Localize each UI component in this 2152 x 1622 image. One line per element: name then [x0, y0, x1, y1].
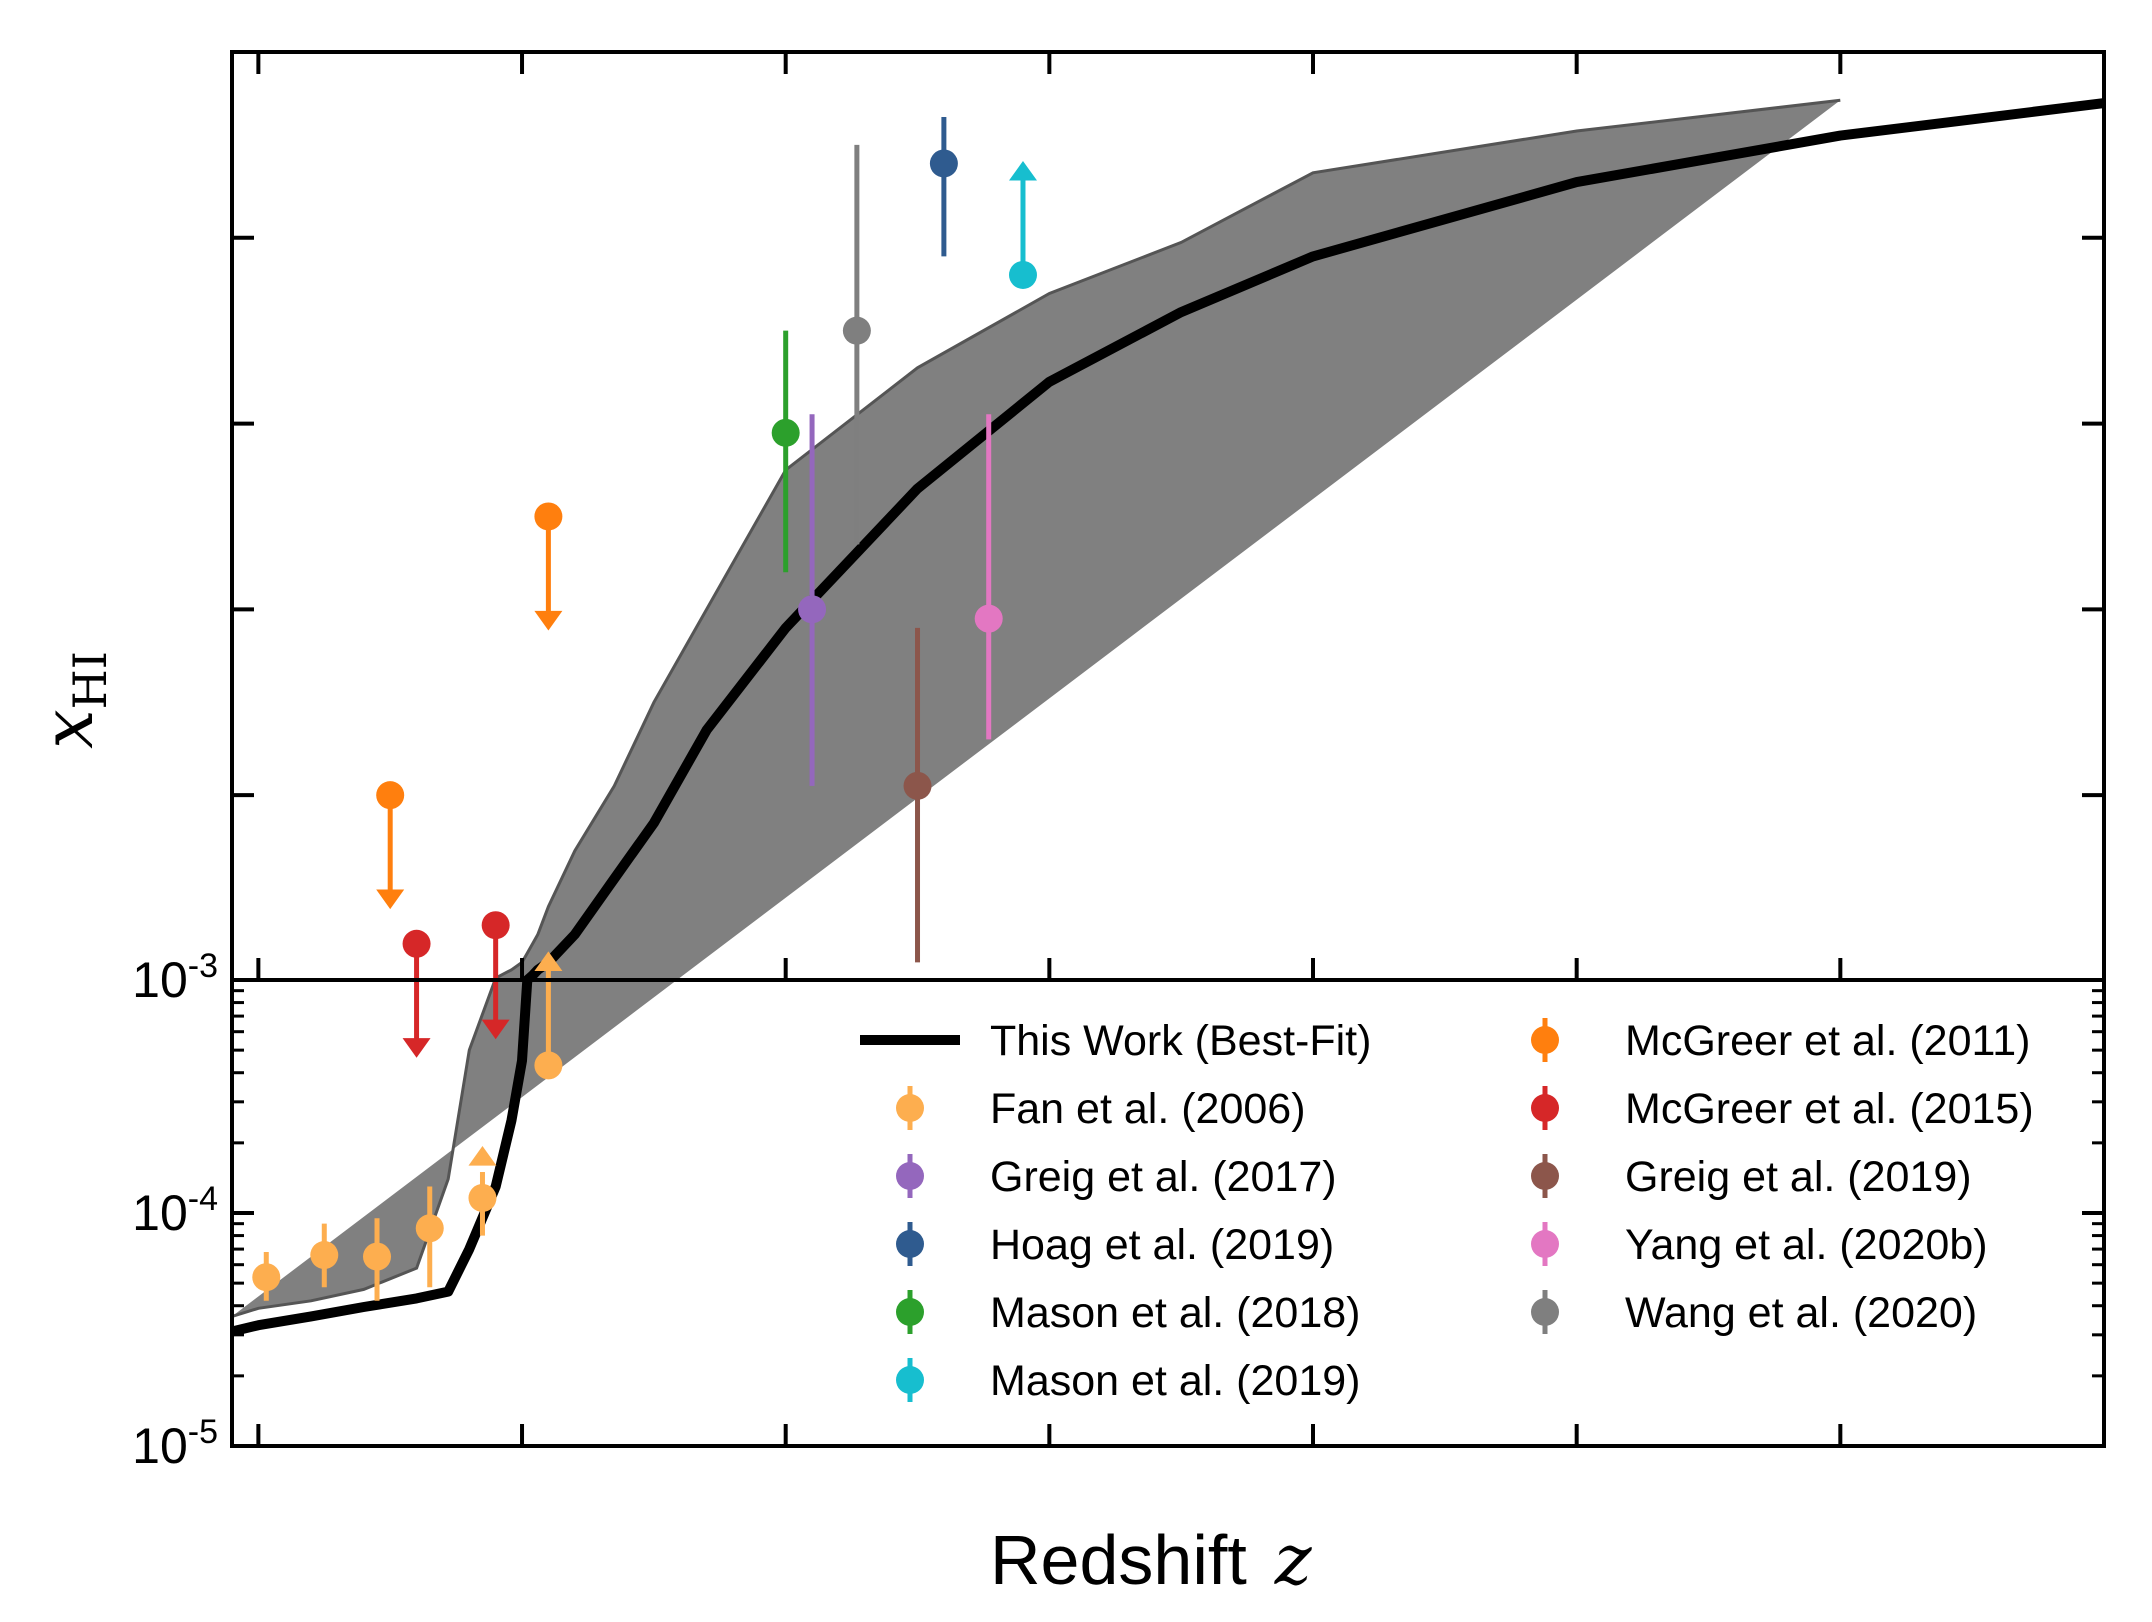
- plot-area: [232, 98, 2104, 1337]
- x-axis-label: Redshift: [990, 1521, 1247, 1599]
- y-log-tick-label: 10-5: [132, 1413, 218, 1474]
- legend-marker-swatch: [1531, 1162, 1559, 1190]
- legend-marker-swatch: [896, 1366, 924, 1394]
- data-point: [468, 1183, 497, 1212]
- axes: 10-510-410-3: [132, 50, 2106, 1474]
- data-point: [798, 595, 827, 624]
- series-4: [1008, 164, 1037, 289]
- legend-marker-swatch: [1531, 1230, 1559, 1258]
- legend-label: Greig et al. (2019): [1625, 1153, 1972, 1201]
- legend-marker-swatch: [896, 1298, 924, 1326]
- legend-entry: Mason et al. (2019): [896, 1357, 1360, 1405]
- data-point: [771, 418, 800, 447]
- y-log-tick-base: 10: [132, 1418, 188, 1474]
- legend-marker-swatch: [896, 1094, 924, 1122]
- data-point: [534, 502, 563, 531]
- y-log-tick-exponent: -5: [188, 1413, 218, 1451]
- data-point: [534, 1051, 563, 1080]
- data-point: [310, 1241, 339, 1270]
- series-8: [974, 414, 1003, 740]
- legend-marker-swatch: [896, 1230, 924, 1258]
- legend-label: Greig et al. (2017): [990, 1153, 1337, 1201]
- lower-limit-arrowhead: [534, 951, 563, 972]
- lower-limit-arrowhead: [1008, 160, 1037, 181]
- legend-label: Hoag et al. (2019): [990, 1221, 1334, 1269]
- data-point: [903, 771, 932, 800]
- legend-entry: McGreer et al. (2015): [1531, 1085, 2034, 1133]
- best-fit-band: [232, 98, 1841, 1318]
- series-0: [252, 955, 563, 1301]
- legend-entry: Greig et al. (2017): [896, 1153, 1337, 1201]
- lower-limit-arrowhead: [468, 1145, 497, 1166]
- data-point: [974, 604, 1003, 633]
- legend-label: This Work (Best-Fit): [990, 1017, 1371, 1065]
- legend-marker-swatch: [1531, 1298, 1559, 1326]
- legend-label: McGreer et al. (2011): [1625, 1017, 2030, 1065]
- y-log-tick-label: 10-4: [132, 1180, 218, 1241]
- data-point: [481, 911, 510, 940]
- legend-entry: Fan et al. (2006): [896, 1085, 1306, 1133]
- upper-limit-arrowhead: [481, 1019, 510, 1040]
- legend-entry: Hoag et al. (2019): [896, 1221, 1334, 1269]
- legend-marker-swatch: [1531, 1026, 1559, 1054]
- data-point: [376, 781, 405, 810]
- y-log-tick-exponent: -4: [188, 1180, 218, 1218]
- y-log-tick-base: 10: [132, 1185, 188, 1241]
- legend-label: Wang et al. (2020): [1625, 1289, 1977, 1337]
- series-5: [376, 502, 563, 906]
- legend-entry: Yang et al. (2020b): [1531, 1221, 1988, 1269]
- legend-entry: This Work (Best-Fit): [860, 1017, 1371, 1065]
- x-axis-title: Redshift z: [990, 1519, 1313, 1601]
- legend-entry: McGreer et al. (2011): [1531, 1017, 2030, 1065]
- legend-label: McGreer et al. (2015): [1625, 1085, 2034, 1133]
- y-axis-subscript: HI: [63, 651, 117, 709]
- series-2: [929, 117, 958, 257]
- x-axis-symbol: z: [1274, 1519, 1313, 1601]
- legend-entry: Mason et al. (2018): [896, 1289, 1360, 1337]
- legend-marker-swatch: [1531, 1094, 1559, 1122]
- data-point: [842, 316, 871, 345]
- data-point: [415, 1214, 444, 1243]
- legend-marker-swatch: [896, 1162, 924, 1190]
- y-log-tick-base: 10: [132, 952, 188, 1008]
- data-point: [929, 149, 958, 178]
- legend-label: Mason et al. (2019): [990, 1357, 1360, 1405]
- legend-entry: Wang et al. (2020): [1531, 1289, 1977, 1337]
- data-point: [363, 1242, 392, 1271]
- series-7: [903, 627, 932, 963]
- series-9: [842, 144, 871, 545]
- y-log-tick-label: 10-3: [132, 947, 218, 1008]
- upper-limit-arrowhead: [402, 1038, 431, 1058]
- series-3: [771, 330, 800, 573]
- data-point: [1008, 260, 1037, 289]
- legend-label: Mason et al. (2018): [990, 1289, 1360, 1337]
- y-axis-symbol: x: [27, 709, 109, 748]
- upper-limit-arrowhead: [376, 889, 405, 910]
- legend-label: Fan et al. (2006): [990, 1085, 1306, 1133]
- data-point: [252, 1263, 281, 1292]
- series-1: [798, 414, 827, 786]
- legend: This Work (Best-Fit) Fan et al. (2006) Gre…: [860, 1017, 2034, 1405]
- y-axis-title: xHI: [27, 651, 117, 749]
- upper-limit-arrowhead: [534, 610, 563, 631]
- y-log-tick-exponent: -3: [188, 947, 218, 985]
- legend-label: Yang et al. (2020b): [1625, 1221, 1988, 1269]
- data-point: [402, 929, 431, 958]
- legend-entry: Greig et al. (2019): [1531, 1153, 1972, 1201]
